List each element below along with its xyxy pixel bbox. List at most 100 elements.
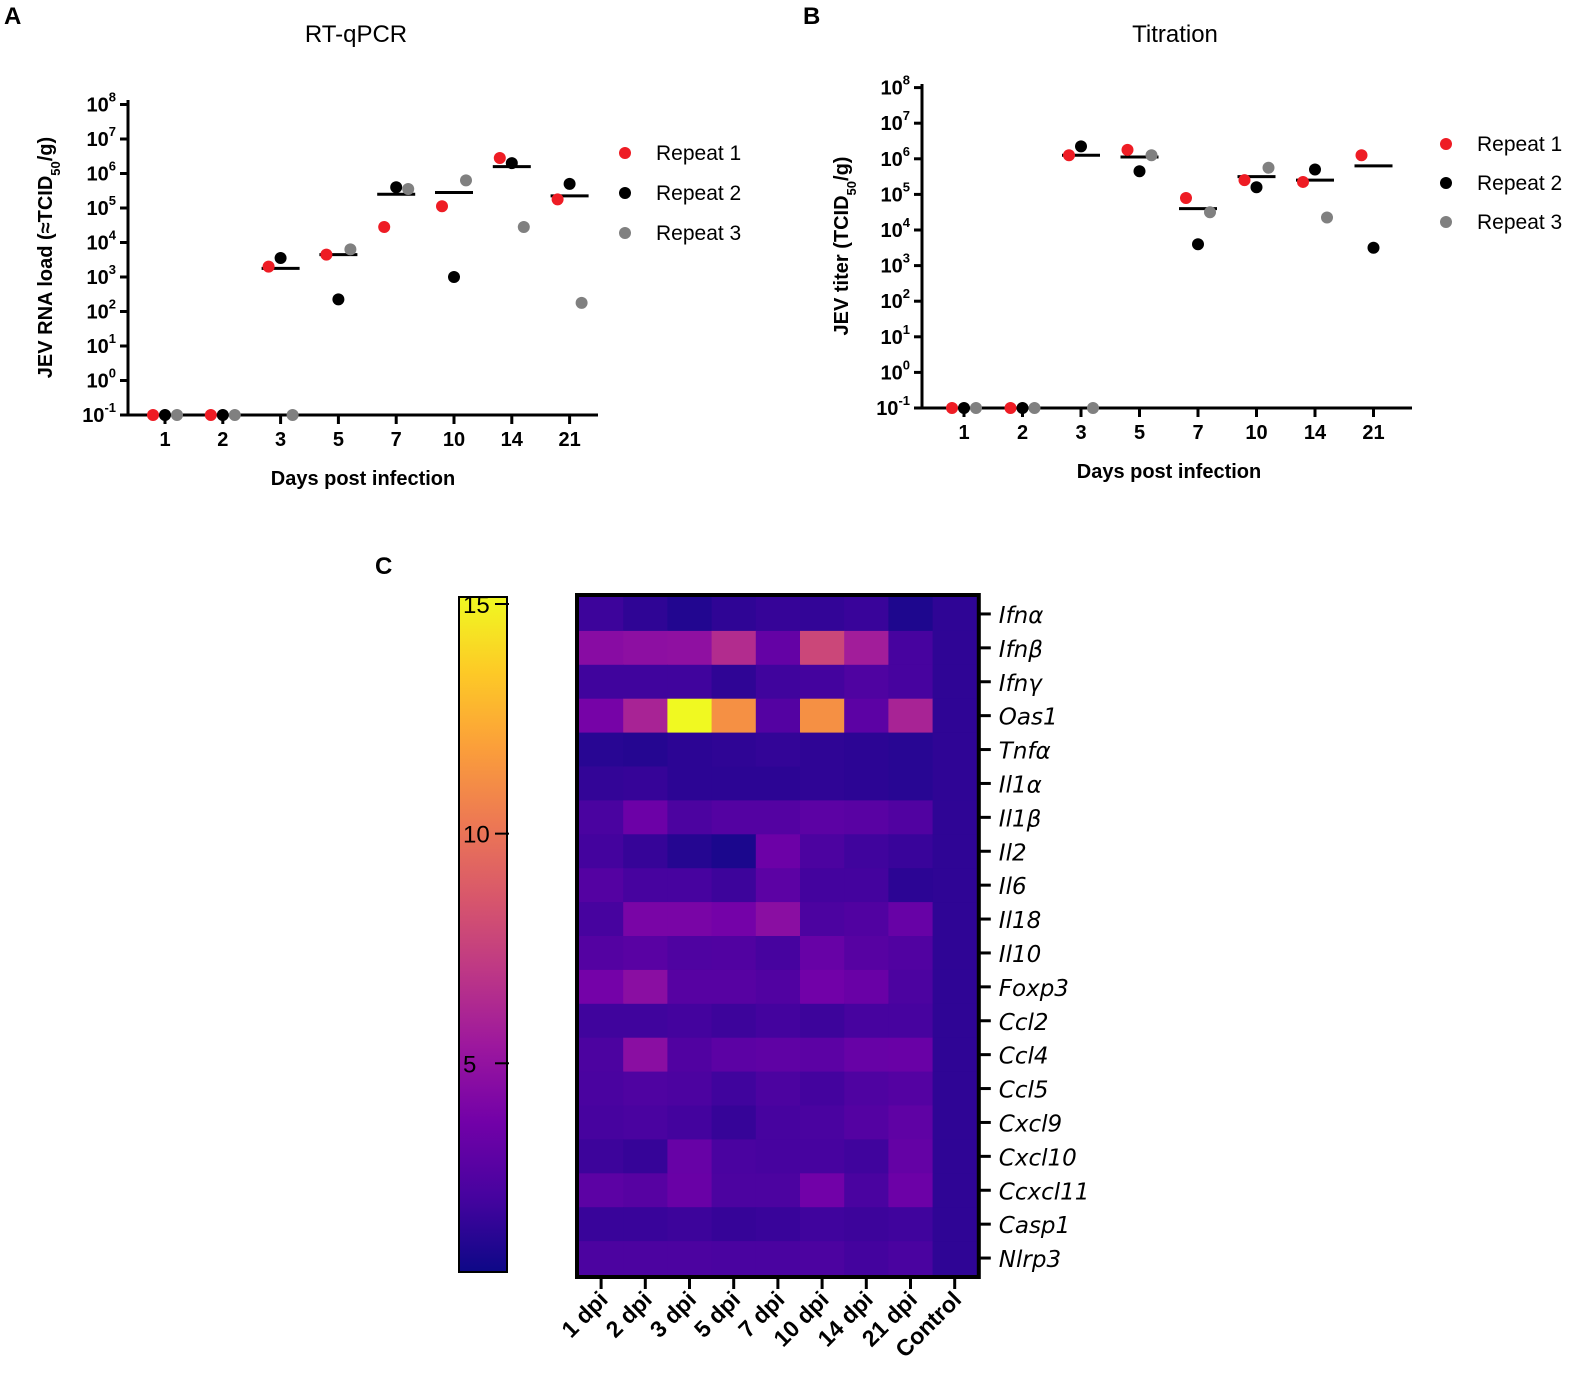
heatmap-cell: [623, 868, 668, 903]
heatmap-cell: [888, 1207, 934, 1242]
heatmap-cell: [755, 1139, 801, 1174]
data-point: [344, 243, 357, 256]
x-axis-label: Days post infection: [1077, 461, 1261, 483]
data-point: [1016, 402, 1029, 414]
row-label: Ifnβ: [999, 637, 1043, 663]
heatmap-cell: [888, 800, 934, 835]
legend-label: Repeat 1: [1477, 133, 1562, 156]
col-label: 2 dpi: [600, 1286, 656, 1342]
row-label: Il2: [999, 840, 1027, 866]
heatmap-cell: [579, 1207, 624, 1242]
heatmap-cell: [623, 664, 668, 700]
heatmap-cell: [755, 1241, 801, 1276]
legend-label: Repeat 3: [656, 222, 741, 245]
legend-marker: [1440, 177, 1452, 189]
y-tick-label: 106: [881, 144, 910, 171]
heatmap-cell: [755, 597, 801, 632]
heatmap-cell: [579, 1139, 624, 1174]
row-label: Tnfα: [999, 739, 1051, 765]
col-label: 5 dpi: [689, 1286, 745, 1342]
heatmap-cell: [711, 1139, 757, 1174]
heatmap-cell: [711, 868, 757, 903]
y-tick-label: 108: [881, 73, 910, 100]
heatmap-cell: [755, 834, 801, 869]
heatmap-cell: [755, 1037, 801, 1073]
heatmap-cell: [932, 1139, 978, 1174]
heatmap-cell: [888, 868, 934, 903]
heatmap-cell: [755, 1105, 801, 1140]
heatmap-cell: [711, 902, 757, 937]
heatmap-cell: [932, 1105, 978, 1140]
x-tick-label: 10: [1245, 422, 1267, 444]
heatmap-cell: [623, 1105, 668, 1140]
heatmap-cell: [623, 969, 668, 1005]
heatmap-cell: [844, 1139, 889, 1174]
heatmap-cell: [844, 1241, 889, 1276]
heatmap-cell: [844, 1207, 889, 1242]
row-label: Cxcl10: [999, 1145, 1077, 1171]
legend-marker: [619, 227, 631, 239]
heatmap-cell: [623, 936, 668, 971]
heatmap-cell: [844, 597, 889, 632]
data-point: [958, 402, 970, 414]
data-point: [563, 177, 576, 190]
legend-label: Repeat 2: [656, 182, 741, 205]
heatmap-cell: [667, 698, 713, 734]
data-point: [1028, 402, 1041, 414]
data-point: [1133, 165, 1146, 178]
row-label: Ccl2: [999, 1010, 1049, 1036]
heatmap-cell: [844, 969, 889, 1005]
heatmap-cell: [932, 630, 978, 666]
col-label: 3 dpi: [645, 1286, 701, 1342]
data-point: [1145, 149, 1158, 162]
y-tick-label: 101: [881, 322, 910, 349]
y-tick-label: 104: [87, 228, 117, 255]
heatmap-cell: [711, 1173, 757, 1208]
heatmap-cell: [932, 936, 978, 971]
heatmap-cell: [888, 902, 934, 937]
heatmap-cell: [579, 936, 624, 971]
data-point: [493, 151, 506, 164]
heatmap-cell: [667, 936, 713, 971]
data-point: [1180, 191, 1192, 204]
data-point: [1075, 140, 1087, 153]
legend-label: Repeat 3: [1477, 211, 1562, 234]
heatmap-cell: [755, 766, 801, 801]
data-point: [332, 293, 345, 306]
heatmap-cell: [800, 732, 845, 768]
heatmap-cell: [711, 800, 757, 835]
colorbar-tick-label: 5: [463, 1051, 476, 1078]
legend-marker: [1440, 216, 1452, 228]
y-tick-label: 105: [881, 179, 910, 206]
heatmap-cell: [623, 630, 668, 666]
heatmap-cell: [667, 1139, 713, 1174]
y-tick-label: 107: [881, 108, 910, 135]
heatmap-cell: [844, 868, 889, 903]
row-label: Ifnγ: [999, 671, 1043, 697]
heatmap-cell: [844, 1173, 889, 1208]
x-tick-label: 7: [391, 429, 402, 451]
heatmap-cell: [579, 698, 624, 734]
heatmap-cell: [711, 936, 757, 971]
y-tick-label: 107: [87, 124, 116, 151]
data-point: [505, 157, 518, 170]
heatmap-cell: [932, 902, 978, 937]
heatmap-cell: [800, 1105, 845, 1140]
heatmap-cell: [888, 630, 934, 666]
colorbar: [458, 596, 508, 1273]
legend-marker: [619, 147, 631, 159]
heatmap-cell: [579, 732, 624, 768]
heatmap-cell: [932, 969, 978, 1005]
legend-marker: [619, 187, 631, 199]
y-tick-label: 104: [881, 215, 911, 242]
heatmap-cell: [888, 1003, 934, 1039]
heatmap-cell: [667, 902, 713, 937]
heatmap-cell: [755, 969, 801, 1005]
heatmap-cell: [800, 1003, 845, 1039]
legend-label: Repeat 1: [656, 142, 741, 165]
heatmap-cell: [888, 969, 934, 1005]
heatmap-cell: [844, 1037, 889, 1073]
data-point: [216, 409, 229, 421]
panel-a: A RT-qPCR JEV RNA load (≈TCID50/g) 10-1 100…: [4, 3, 741, 490]
data-point: [274, 252, 287, 265]
